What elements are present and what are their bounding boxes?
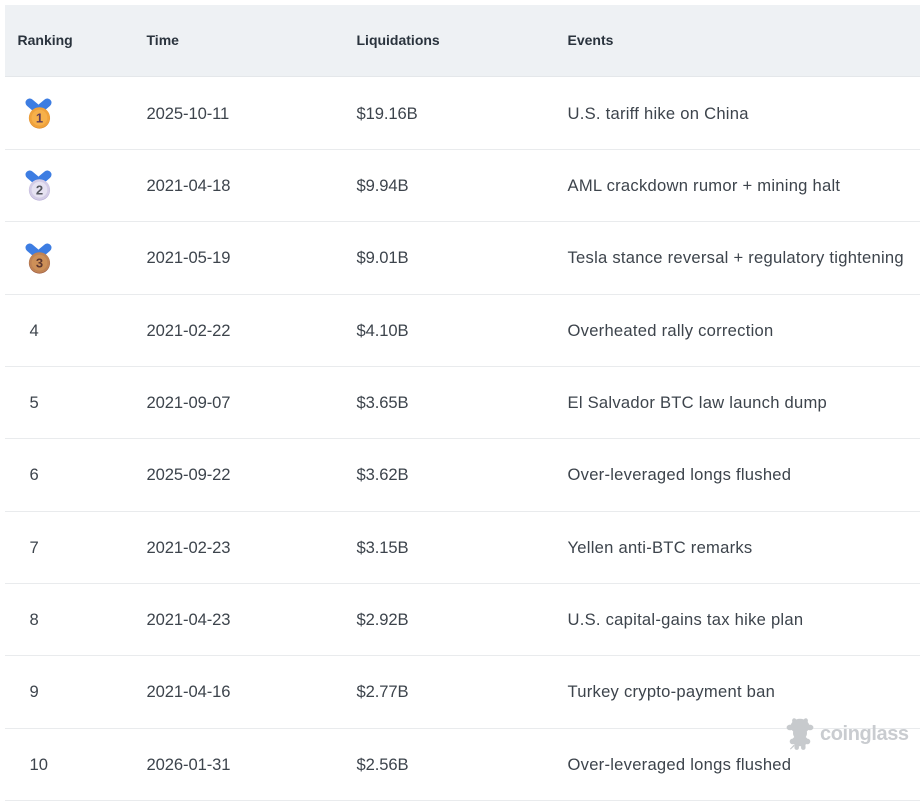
svg-text:2: 2 — [36, 183, 43, 198]
svg-text:3: 3 — [36, 255, 43, 270]
svg-text:1: 1 — [36, 110, 43, 125]
